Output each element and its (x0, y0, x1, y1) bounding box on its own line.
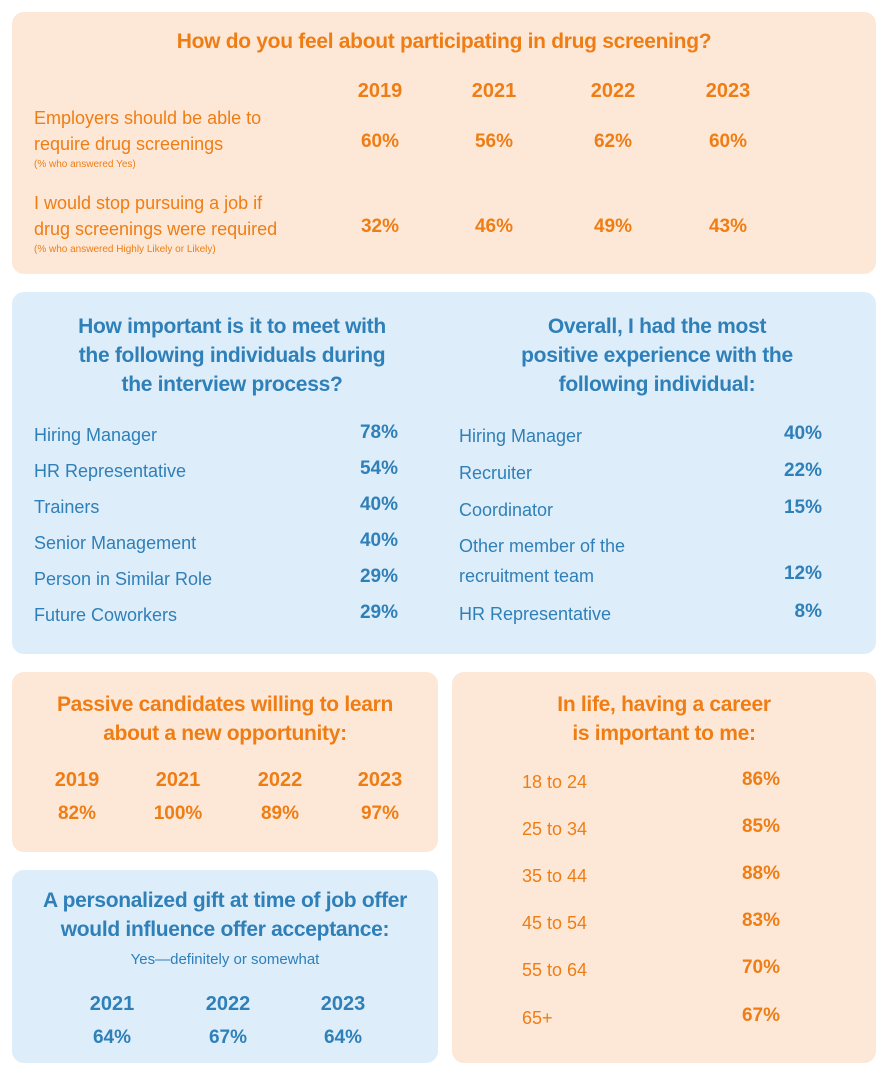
drug-screening-title: How do you feel about participating in d… (176, 30, 712, 53)
row-value: 60% (708, 131, 748, 152)
age-group-label: 18 to 24 (522, 772, 588, 792)
list-item-label: Trainers (34, 497, 100, 517)
year-header: 2023 (320, 993, 366, 1015)
personalized-gift-panel: A personalized gift at time of job offer… (12, 870, 438, 1063)
age-group-label: 35 to 44 (522, 866, 588, 886)
title-line: How important is it to meet with (78, 315, 386, 338)
age-group-label: 65+ (522, 1008, 553, 1028)
interview-importance-title: How important is it to meet with the fol… (32, 312, 432, 399)
row-value: 32% (360, 216, 400, 237)
age-group-label: 25 to 34 (522, 819, 588, 839)
year-value: 89% (260, 803, 300, 824)
list-item-value: 12% (783, 563, 822, 584)
age-group-value: 70% (741, 957, 780, 978)
age-group-value: 85% (741, 816, 780, 837)
row-label: I would stop pursuing a job if (34, 193, 263, 213)
title-line: the following individuals during (78, 344, 386, 367)
list-item-label: Future Coworkers (34, 605, 178, 625)
list-item-label: Other member of the (459, 536, 626, 556)
title-line: Overall, I had the most (547, 315, 767, 338)
list-item-value: 40% (359, 530, 398, 551)
title-line: Passive candidates willing to learn (56, 693, 394, 716)
row-note: (% who answered Highly Likely or Likely) (34, 244, 216, 255)
year-value: 82% (57, 803, 97, 824)
year-header: 2019 (54, 769, 100, 791)
year-header: 2021 (89, 993, 135, 1015)
year-header: 2019 (357, 80, 403, 102)
year-header: 2022 (590, 80, 636, 102)
title-line: In life, having a career (557, 693, 771, 716)
list-item-value: 40% (359, 494, 398, 515)
career-importance-title: In life, having a career is important to… (452, 690, 876, 748)
career-importance-panel: In life, having a career is important to… (452, 672, 876, 1063)
title-line: A personalized gift at time of job offer (42, 889, 408, 912)
year-value: 67% (208, 1027, 248, 1048)
list-item-value: 78% (359, 422, 398, 443)
row-value: 49% (593, 216, 633, 237)
year-value: 100% (153, 803, 203, 824)
year-header: 2022 (205, 993, 251, 1015)
row-value: 62% (593, 131, 633, 152)
interview-panel: How important is it to meet with the fol… (12, 292, 876, 654)
year-header: 2021 (471, 80, 517, 102)
year-header: 2023 (357, 769, 403, 791)
row-label: Employers should be able to (34, 108, 262, 128)
drug-screening-panel: How do you feel about participating in d… (12, 12, 876, 274)
year-header: 2022 (257, 769, 303, 791)
year-value: 97% (360, 803, 400, 824)
age-group-value: 86% (741, 769, 780, 790)
age-group-value: 67% (741, 1005, 780, 1026)
row-value: 60% (360, 131, 400, 152)
list-item-label: Hiring Manager (34, 425, 158, 445)
row-label: require drug screenings (34, 134, 224, 154)
year-header: 2021 (155, 769, 201, 791)
list-item-label: Senior Management (34, 533, 197, 553)
list-item-value: 29% (359, 602, 398, 623)
row-note: (% who answered Yes) (34, 159, 136, 170)
row-value: 46% (474, 216, 514, 237)
list-item-label: Hiring Manager (459, 426, 583, 446)
title-line: positive experience with the (521, 344, 793, 367)
age-group-value: 88% (741, 863, 780, 884)
row-value: 56% (474, 131, 514, 152)
list-item-value: 22% (783, 460, 822, 481)
list-item-label: HR Representative (459, 604, 612, 624)
age-group-label: 55 to 64 (522, 960, 588, 980)
row-label: drug screenings were required (34, 219, 278, 239)
passive-candidates-panel: Passive candidates willing to learn abou… (12, 672, 438, 852)
list-item-label: Person in Similar Role (34, 569, 213, 589)
list-item-value: 54% (359, 458, 398, 479)
title-line: following individual: (558, 373, 756, 396)
list-item-label: recruitment team (459, 566, 595, 586)
age-group-label: 45 to 54 (522, 913, 588, 933)
title-line: about a new opportunity: (103, 722, 347, 745)
positive-experience-title: Overall, I had the most positive experie… (457, 312, 857, 399)
personalized-gift-title: A personalized gift at time of job offer… (12, 886, 438, 944)
list-item-value: 40% (783, 423, 822, 444)
list-item-value: 15% (783, 497, 822, 518)
list-item-value: 29% (359, 566, 398, 587)
age-group-value: 83% (741, 910, 780, 931)
list-item-label: Coordinator (459, 500, 554, 520)
row-value: 43% (708, 216, 748, 237)
list-item-label: Recruiter (459, 463, 533, 483)
list-item-value: 8% (794, 601, 822, 622)
title-line: is important to me: (572, 722, 756, 745)
year-value: 64% (92, 1027, 132, 1048)
list-item-label: HR Representative (34, 461, 187, 481)
year-value: 64% (323, 1027, 363, 1048)
personalized-gift-subtitle: Yes—definitely or somewhat (130, 951, 320, 968)
passive-candidates-title: Passive candidates willing to learn abou… (12, 690, 438, 748)
title-line: the interview process? (121, 373, 343, 396)
year-header: 2023 (705, 80, 751, 102)
title-line: would influence offer acceptance: (60, 918, 390, 941)
